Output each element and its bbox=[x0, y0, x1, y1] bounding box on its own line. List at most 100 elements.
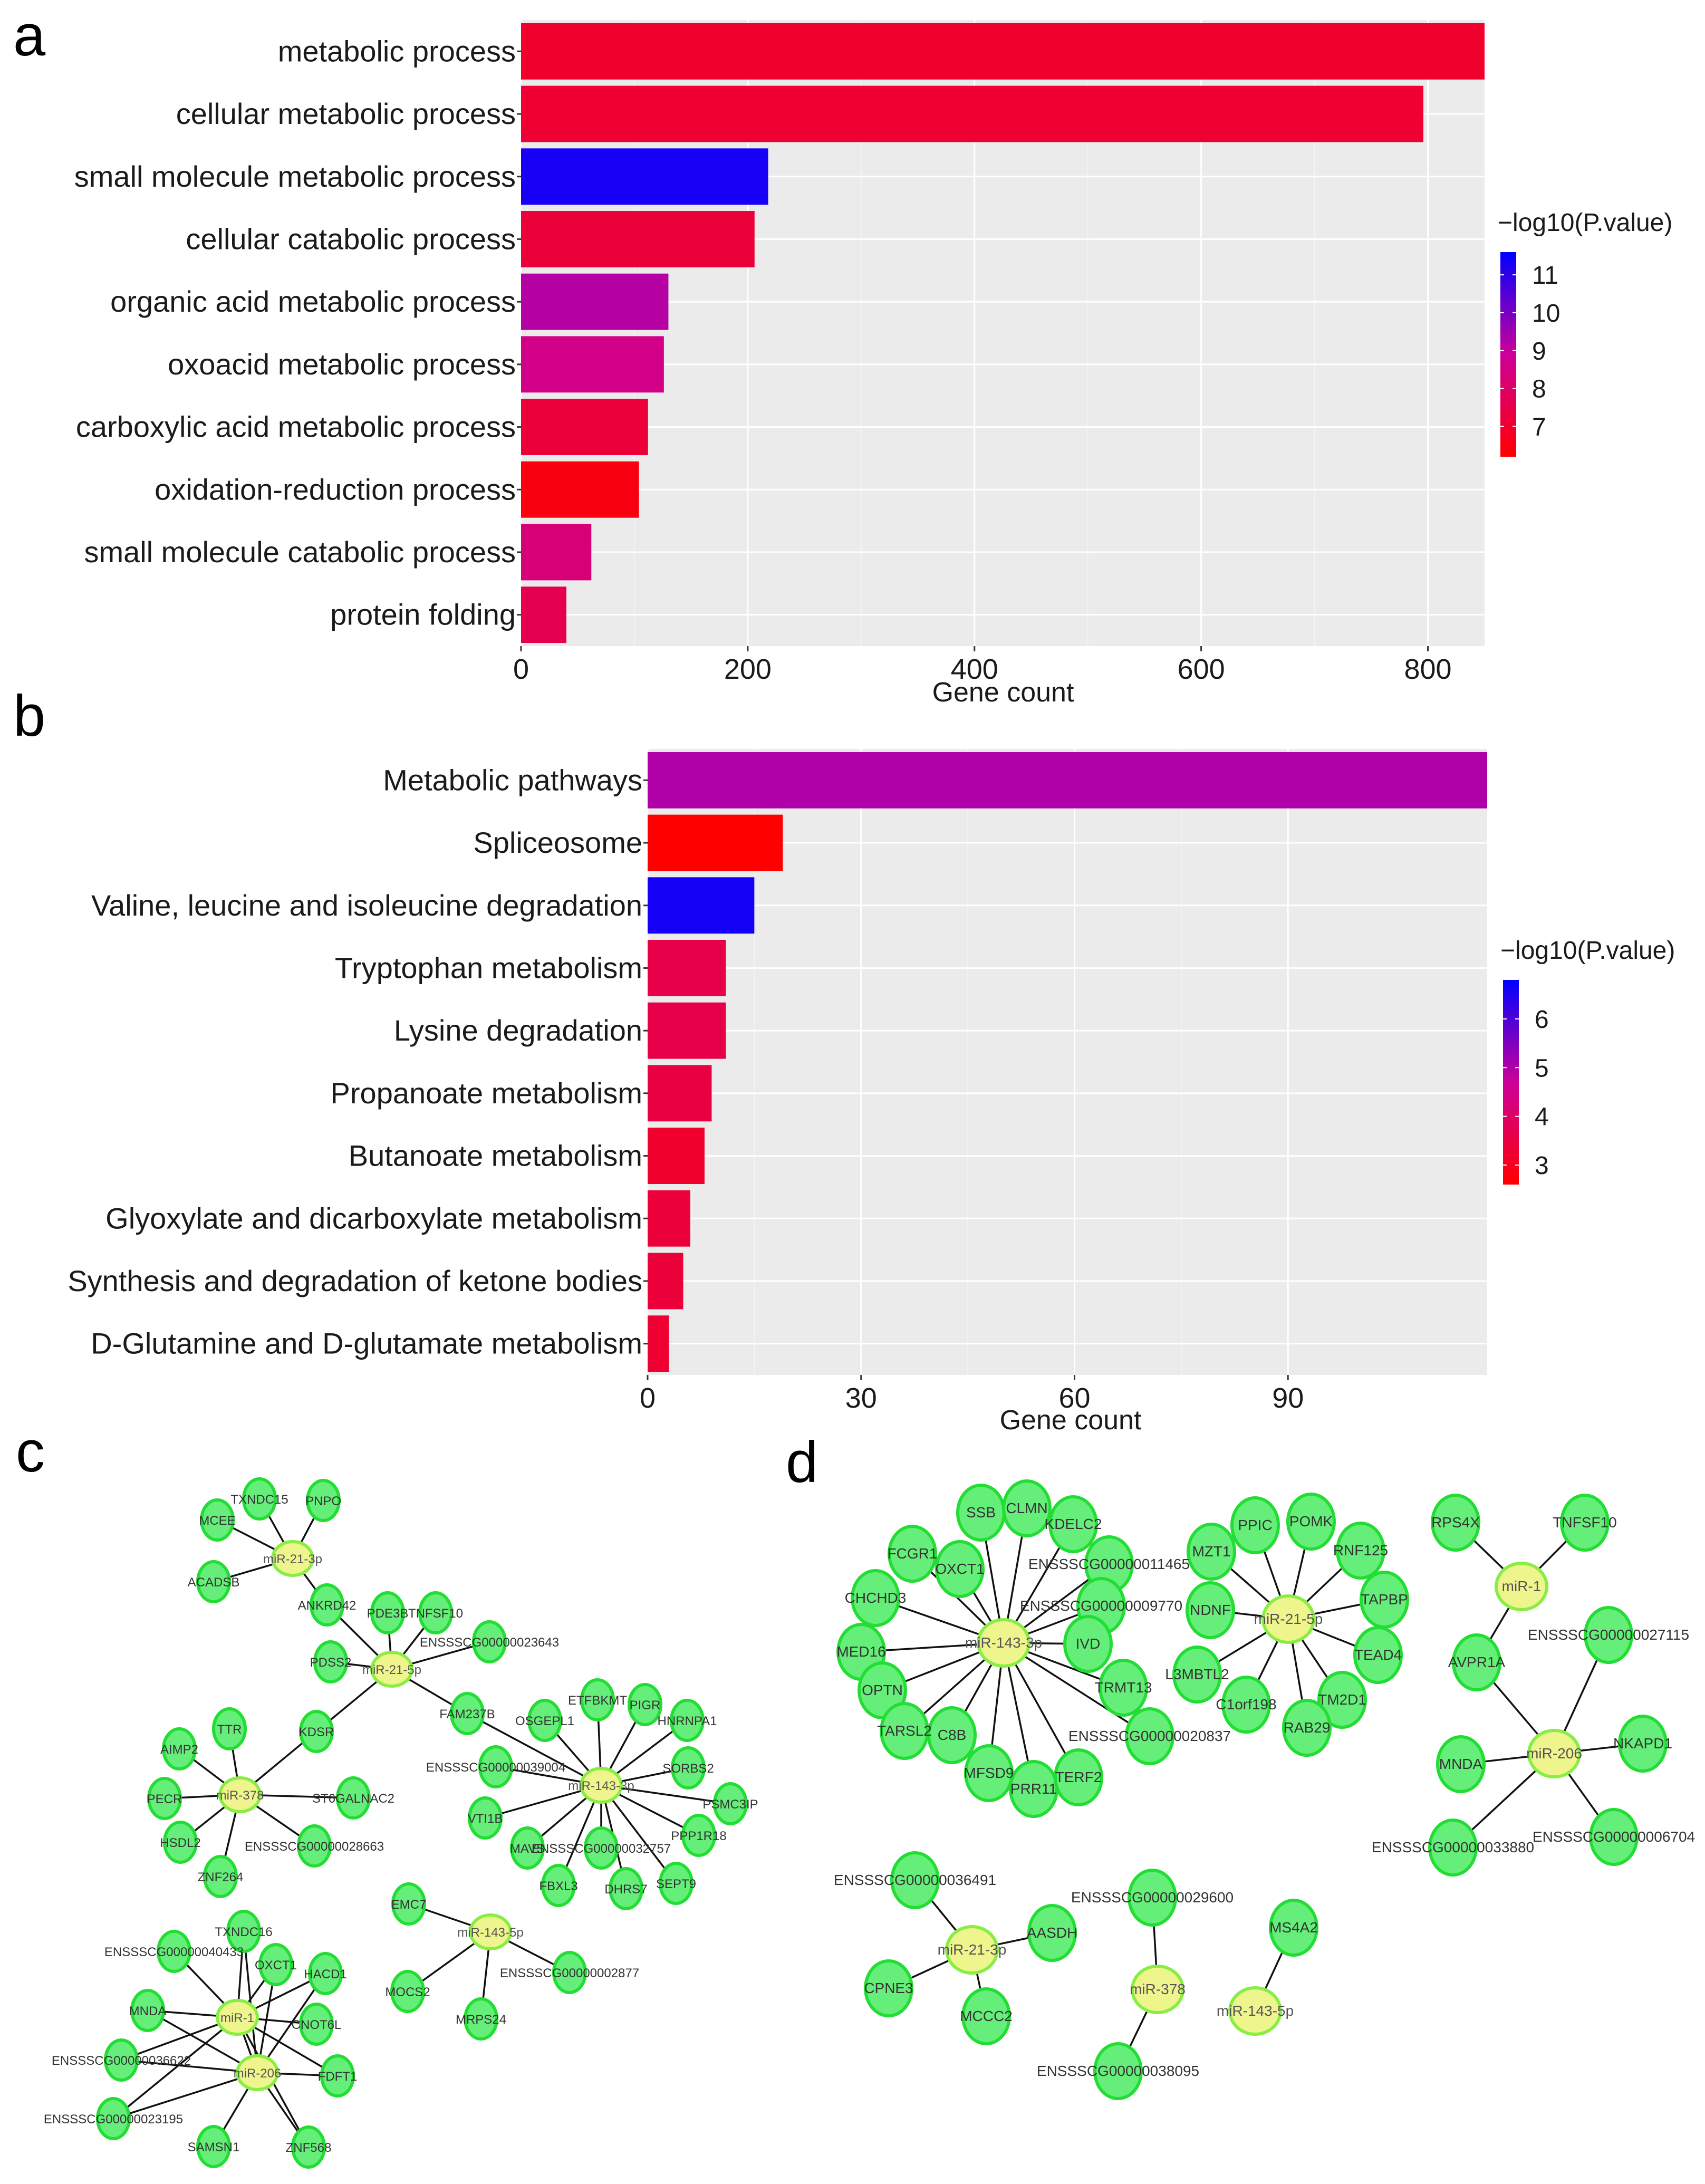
mirna-node bbox=[236, 2054, 279, 2091]
gene-label: FAM237B bbox=[439, 1707, 495, 1721]
mirna-node bbox=[1228, 1986, 1282, 2036]
gene-node bbox=[308, 1952, 343, 1995]
edge bbox=[256, 1973, 326, 2073]
gene-node bbox=[541, 1864, 576, 1907]
gene-node bbox=[468, 1796, 503, 1840]
chart-a: metabolic process cellular metabolic proc… bbox=[74, 20, 1672, 708]
gene-node bbox=[104, 2038, 139, 2082]
bar bbox=[521, 273, 669, 330]
gene-node bbox=[1286, 1493, 1336, 1551]
gene-label: TRMT13 bbox=[1095, 1679, 1152, 1696]
gene-label: HNRNPA1 bbox=[658, 1714, 717, 1728]
mirna-node bbox=[370, 1651, 413, 1688]
legend-ticks-b: 6 5 4 3 bbox=[1503, 1006, 1549, 1180]
network-c: TXNDC15 PNPO MCEE ACADSB ANKRD42 PDE3B TNFSF10… bbox=[44, 1477, 758, 2169]
gene-node bbox=[478, 1745, 513, 1788]
gene-node bbox=[1063, 1615, 1113, 1673]
gene-node bbox=[130, 1989, 165, 2032]
gene-label: L3MBTL2 bbox=[1165, 1666, 1229, 1682]
legend-tick-label: 8 bbox=[1532, 376, 1546, 403]
gene-label: HACD1 bbox=[304, 1967, 346, 1981]
panel-label-d: d bbox=[786, 1430, 818, 1495]
gene-node bbox=[681, 1814, 716, 1857]
gene-node bbox=[196, 1560, 231, 1603]
gene-label: MZT1 bbox=[1192, 1543, 1230, 1560]
gene-node bbox=[1230, 1496, 1280, 1554]
bar bbox=[521, 23, 1485, 80]
nodes bbox=[96, 1477, 748, 2169]
gene-node bbox=[864, 1959, 913, 2017]
bar bbox=[521, 524, 592, 581]
category-label: organic acid metabolic process bbox=[110, 285, 516, 318]
bar bbox=[521, 399, 648, 455]
gene-label: ENSSSCG00000023195 bbox=[44, 2112, 183, 2127]
legend-tick-label: 11 bbox=[1532, 262, 1558, 290]
x-ticks-a: 0 200 400 600 800 bbox=[513, 646, 1452, 685]
gene-label: MAVS bbox=[510, 1842, 545, 1856]
gene-label: POMK bbox=[1289, 1513, 1333, 1529]
bar bbox=[521, 211, 755, 267]
gene-label: PDSS2 bbox=[310, 1656, 352, 1670]
gene-node bbox=[713, 1782, 748, 1825]
gene-label: CNOT6L bbox=[292, 2018, 342, 2032]
gene-label: FCGR1 bbox=[888, 1545, 938, 1562]
legend-tick-label: 3 bbox=[1535, 1152, 1549, 1180]
mirna-node bbox=[1261, 1594, 1315, 1644]
gene-label: MCCC2 bbox=[960, 2008, 1013, 2024]
gene-label: MED16 bbox=[836, 1643, 885, 1660]
gene-label: MNDA bbox=[129, 2004, 167, 2018]
mirna-node bbox=[945, 1925, 999, 1975]
gene-label: ENSSSCG00000036491 bbox=[834, 1872, 996, 1888]
category-label: Lysine degradation bbox=[394, 1014, 642, 1047]
gene-node bbox=[226, 1910, 261, 1953]
mirna-node bbox=[216, 1999, 259, 2036]
mirna-label: miR-206 bbox=[234, 2066, 282, 2081]
gene-label: ENSSSCG00000009770 bbox=[1020, 1598, 1182, 1614]
mirna-label: miR-143-5p bbox=[457, 1926, 523, 1940]
category-label: small molecule metabolic process bbox=[74, 160, 516, 193]
mirna-label: miR-21-3p bbox=[263, 1552, 322, 1566]
gene-label: CHCHD3 bbox=[845, 1590, 907, 1606]
bar bbox=[521, 461, 639, 518]
category-label: small molecule catabolic process bbox=[84, 535, 516, 569]
gene-node bbox=[1428, 1819, 1478, 1877]
gene-label: TEAD4 bbox=[1354, 1647, 1402, 1663]
gene-label: ST6GALNAC2 bbox=[312, 1792, 394, 1806]
gene-label: CPNE3 bbox=[864, 1980, 913, 1996]
gene-label: NKAPD1 bbox=[1613, 1735, 1672, 1752]
bar bbox=[648, 1128, 705, 1184]
category-label: Spliceosome bbox=[473, 826, 642, 859]
gene-label: PPP1R18 bbox=[671, 1829, 726, 1843]
gene-node bbox=[1353, 1626, 1403, 1684]
category-label: Glyoxylate and dicarboxylate metabolism bbox=[105, 1201, 642, 1235]
gene-node bbox=[1027, 1904, 1077, 1962]
gene-node bbox=[1584, 1606, 1633, 1664]
mirna-node bbox=[218, 1776, 262, 1813]
gene-label: TNFSF10 bbox=[1553, 1514, 1616, 1531]
legend-b: −log10(P.value) 6 5 4 3 bbox=[1500, 937, 1675, 1185]
x-axis-label-b: Gene count bbox=[1000, 1405, 1142, 1436]
gene-node bbox=[1186, 1581, 1235, 1639]
category-label: D-Glutamine and D-glutamate metabolism bbox=[91, 1327, 642, 1360]
gene-node bbox=[1282, 1699, 1332, 1757]
mirna-node bbox=[1527, 1729, 1581, 1778]
gene-node bbox=[212, 1707, 247, 1750]
bar bbox=[648, 877, 755, 934]
gene-node bbox=[203, 1855, 238, 1898]
mirna-label: miR-143-3p bbox=[965, 1634, 1042, 1651]
gene-label: ENSSSCG00000029600 bbox=[1071, 1889, 1234, 1906]
gene-node bbox=[510, 1826, 545, 1870]
gene-label: AVPR1A bbox=[1448, 1654, 1506, 1670]
gene-label: PRR11 bbox=[1010, 1781, 1057, 1797]
legend-title-a: −log10(P.value) bbox=[1498, 209, 1672, 237]
category-label: carboxylic acid metabolic process bbox=[76, 410, 516, 444]
gene-label: OPTN bbox=[862, 1682, 903, 1698]
gene-label: ACADSB bbox=[188, 1575, 240, 1590]
gene-node bbox=[291, 2125, 326, 2169]
gene-label: ENSSSCG00000002877 bbox=[500, 1966, 639, 1980]
gene-node bbox=[1452, 1633, 1501, 1691]
legend-tick-label: 7 bbox=[1532, 413, 1546, 441]
gene-label: ENSSSCG00000020837 bbox=[1068, 1728, 1231, 1744]
